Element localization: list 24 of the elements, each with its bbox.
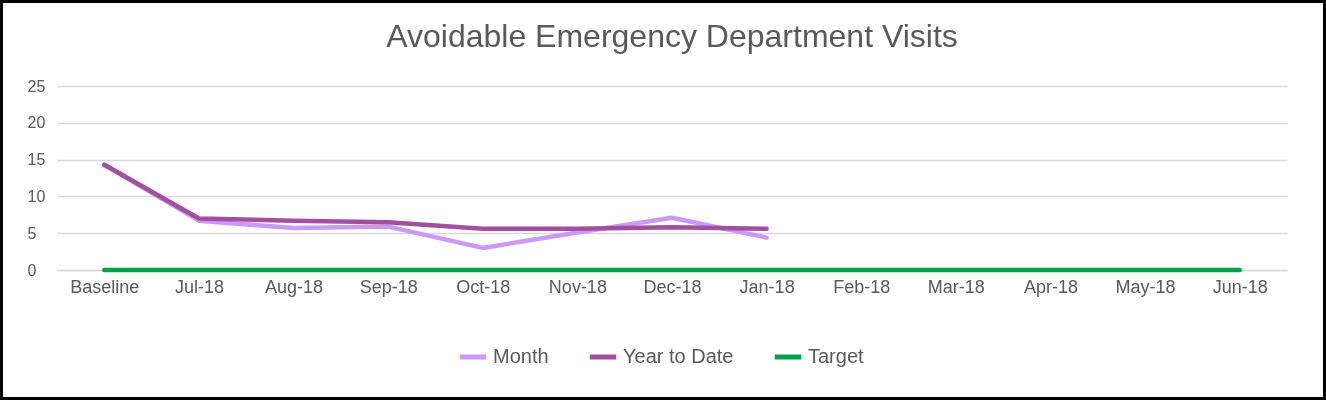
x-tick-label: Nov-18 [548,276,607,297]
y-tick-label: 20 [27,114,46,132]
legend-label: Target [808,345,865,367]
x-tick-label: Jan-18 [739,276,795,297]
x-tick-label: Jul-18 [174,276,224,297]
x-tick-label: May-18 [1115,276,1176,297]
y-tick-label: 25 [27,77,46,95]
line-series [102,162,769,232]
x-tick-label: Sep-18 [359,276,418,297]
x-tick-label: Aug-18 [265,276,324,297]
legend-label: Year to Date [623,345,734,367]
y-tick-label: 10 [27,187,46,205]
x-tick-label: Feb-18 [833,276,891,297]
legend-label: Month [493,345,549,367]
y-tick-label: 5 [27,224,37,242]
y-tick-label: 15 [27,151,46,169]
x-tick-label: Apr-18 [1023,276,1078,297]
x-tick-label: Dec-18 [643,276,702,297]
x-tick-label: Jun-18 [1212,276,1268,297]
x-tick-label: Mar-18 [927,276,985,297]
x-tick-label: Baseline [70,276,140,297]
y-tick-label: 0 [27,261,37,279]
chart-title: Avoidable Emergency Department Visits [386,18,958,54]
x-tick-label: Oct-18 [456,276,511,297]
